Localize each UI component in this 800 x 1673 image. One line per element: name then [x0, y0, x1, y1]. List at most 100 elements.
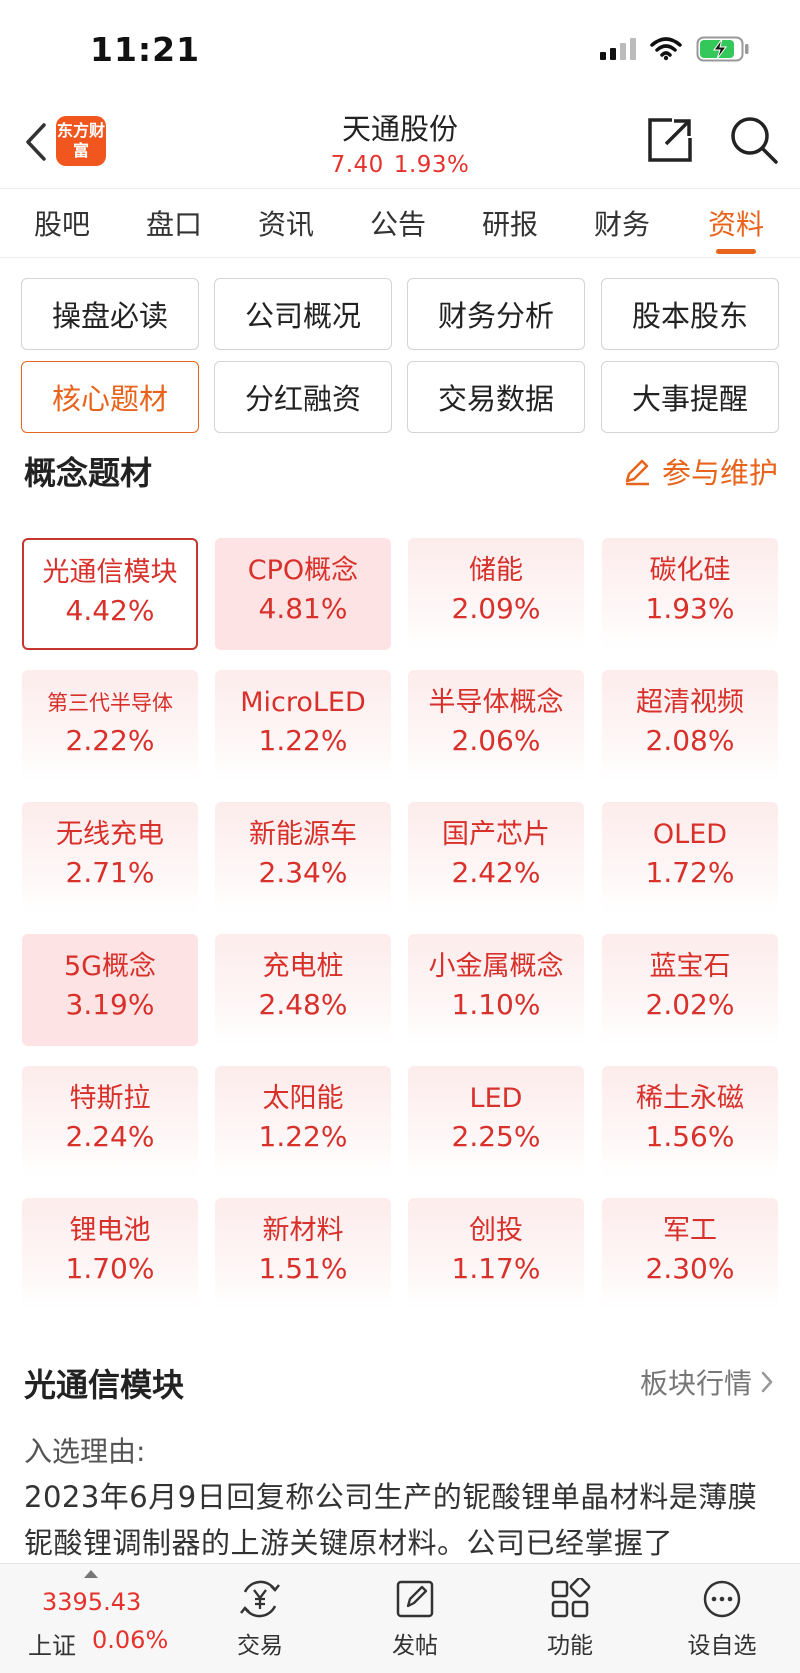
status-bar: 11:21	[0, 0, 800, 100]
section-trading-guide[interactable]: 操盘必读	[21, 278, 199, 350]
concept-name: 充电桩	[262, 951, 344, 982]
concept-tile[interactable]: 超清视频 2.08%	[602, 670, 778, 782]
app-logo[interactable]: 东方财富	[56, 116, 106, 166]
concept-name: 创投	[469, 1215, 523, 1246]
concept-change: 4.81%	[258, 592, 348, 625]
nav-functions[interactable]: 功能	[520, 1578, 620, 1660]
concept-change: 1.70%	[65, 1252, 155, 1285]
concept-tile[interactable]: 碳化硅 1.93%	[602, 538, 778, 650]
wifi-icon	[650, 37, 682, 61]
concept-tile[interactable]: 太阳能 1.22%	[215, 1066, 391, 1178]
index-value: 3395.43	[42, 1588, 142, 1616]
concept-tile[interactable]: 第三代半导体 2.22%	[22, 670, 198, 782]
search-icon	[731, 117, 778, 164]
nav-post[interactable]: 发帖	[365, 1578, 465, 1660]
concept-change: 2.30%	[645, 1252, 735, 1285]
concept-name: 国产芯片	[442, 819, 550, 850]
concept-name: 半导体概念	[428, 687, 564, 718]
section-trading-data[interactable]: 交易数据	[407, 361, 585, 433]
sector-quote-label: 板块行情	[639, 1367, 752, 1400]
section-company-overview[interactable]: 公司概况	[214, 278, 392, 350]
concept-tile[interactable]: 蓝宝石 2.02%	[602, 934, 778, 1046]
maintain-label: 参与维护	[661, 456, 778, 490]
concept-change: 1.10%	[451, 988, 541, 1021]
concept-tile[interactable]: 光通信模块 4.42%	[22, 538, 198, 650]
concept-tile[interactable]: 储能 2.09%	[408, 538, 584, 650]
battery-charging-icon	[696, 36, 749, 62]
concept-change: 3.19%	[65, 988, 155, 1021]
concept-tile[interactable]: 创投 1.17%	[408, 1198, 584, 1310]
concept-change: 2.48%	[258, 988, 348, 1021]
nav-add-watchlist[interactable]: 设自选	[672, 1578, 772, 1660]
concept-change: 2.02%	[645, 988, 735, 1021]
concept-tile[interactable]: 5G概念 3.19%	[22, 934, 198, 1046]
tab-finance[interactable]: 财务	[593, 208, 650, 241]
share-button[interactable]	[642, 112, 698, 168]
back-button[interactable]	[16, 118, 56, 166]
concept-tile[interactable]: MicroLED 1.22%	[215, 670, 391, 782]
stock-name: 天通股份	[341, 112, 458, 146]
concept-tile[interactable]: 国产芯片 2.42%	[408, 802, 584, 914]
tab-guba[interactable]: 股吧	[33, 208, 90, 241]
concept-change: 2.24%	[65, 1120, 155, 1153]
concept-tile[interactable]: CPO概念 4.81%	[215, 538, 391, 650]
section-core-themes[interactable]: 核心题材	[21, 361, 199, 433]
stock-header: 东方财富 天通股份 7.40 1.93%	[0, 100, 800, 188]
concept-tile[interactable]: 充电桩 2.48%	[215, 934, 391, 1046]
section-financial-analysis[interactable]: 财务分析	[407, 278, 585, 350]
concept-change: 2.42%	[451, 856, 541, 889]
concept-tile[interactable]: 军工 2.30%	[602, 1198, 778, 1310]
concept-name: LED	[469, 1083, 523, 1114]
tab-pankou[interactable]: 盘口	[145, 208, 202, 241]
concept-tile[interactable]: 稀土永磁 1.56%	[602, 1066, 778, 1178]
index-change: 0.06%	[92, 1626, 169, 1654]
section-events[interactable]: 大事提醒	[601, 361, 779, 433]
tab-research[interactable]: 研报	[481, 208, 538, 241]
maintain-button[interactable]: 参与维护	[622, 450, 778, 492]
concept-name: 太阳能	[262, 1083, 344, 1114]
tab-announcements[interactable]: 公告	[369, 208, 426, 241]
concept-name: 小金属概念	[428, 951, 564, 982]
concept-change: 2.25%	[451, 1120, 541, 1153]
sector-quote-link[interactable]: 板块行情	[640, 1362, 774, 1402]
concept-name: 军工	[663, 1215, 717, 1246]
nav-add-watchlist-label: 设自选	[687, 1633, 757, 1659]
concept-name: 新材料	[262, 1215, 344, 1246]
tab-news[interactable]: 资讯	[257, 208, 314, 241]
nav-trade[interactable]: 交易	[210, 1578, 310, 1660]
concept-tile[interactable]: 半导体概念 2.06%	[408, 670, 584, 782]
concept-change: 4.42%	[65, 594, 155, 627]
status-icons	[600, 36, 750, 62]
share-icon	[648, 118, 692, 162]
expand-up-icon	[84, 1570, 98, 1578]
concept-tile[interactable]: 锂电池 1.70%	[22, 1198, 198, 1310]
section-shareholders[interactable]: 股本股东	[601, 278, 779, 350]
chevron-left-icon	[26, 123, 46, 161]
status-time: 11:21	[90, 30, 201, 69]
concept-tile[interactable]: 新能源车 2.34%	[215, 802, 391, 914]
bottom-bar: 3395.43 上证 0.06% 交易 发帖 功能	[0, 1563, 800, 1673]
active-tab-indicator	[716, 249, 756, 254]
concept-tile[interactable]: OLED 1.72%	[602, 802, 778, 914]
concept-name: 第三代半导体	[47, 691, 173, 715]
concept-change: 1.93%	[645, 592, 735, 625]
grid-apps-icon	[551, 1578, 591, 1618]
nav-trade-label: 交易	[237, 1633, 283, 1659]
section-dividends[interactable]: 分红融资	[214, 361, 392, 433]
concept-tile[interactable]: 无线充电 2.71%	[22, 802, 198, 914]
concept-change: 2.22%	[65, 724, 155, 757]
concept-change: 1.72%	[645, 856, 735, 889]
concept-tile[interactable]: 小金属概念 1.10%	[408, 934, 584, 1046]
search-button[interactable]	[726, 112, 782, 168]
concept-change: 1.56%	[645, 1120, 735, 1153]
concept-name: CPO概念	[247, 555, 359, 586]
concept-tile[interactable]: LED 2.25%	[408, 1066, 584, 1178]
concept-tile[interactable]: 特斯拉 2.24%	[22, 1066, 198, 1178]
concept-name: 碳化硅	[649, 555, 731, 586]
tab-bar: 股吧 盘口 资讯 公告 研报 财务 资料	[0, 188, 800, 258]
concept-name: 5G概念	[63, 951, 157, 982]
concept-change: 2.34%	[258, 856, 348, 889]
yuan-exchange-icon	[240, 1580, 280, 1618]
tab-profile[interactable]: 资料	[707, 208, 764, 241]
concept-tile[interactable]: 新材料 1.51%	[215, 1198, 391, 1310]
